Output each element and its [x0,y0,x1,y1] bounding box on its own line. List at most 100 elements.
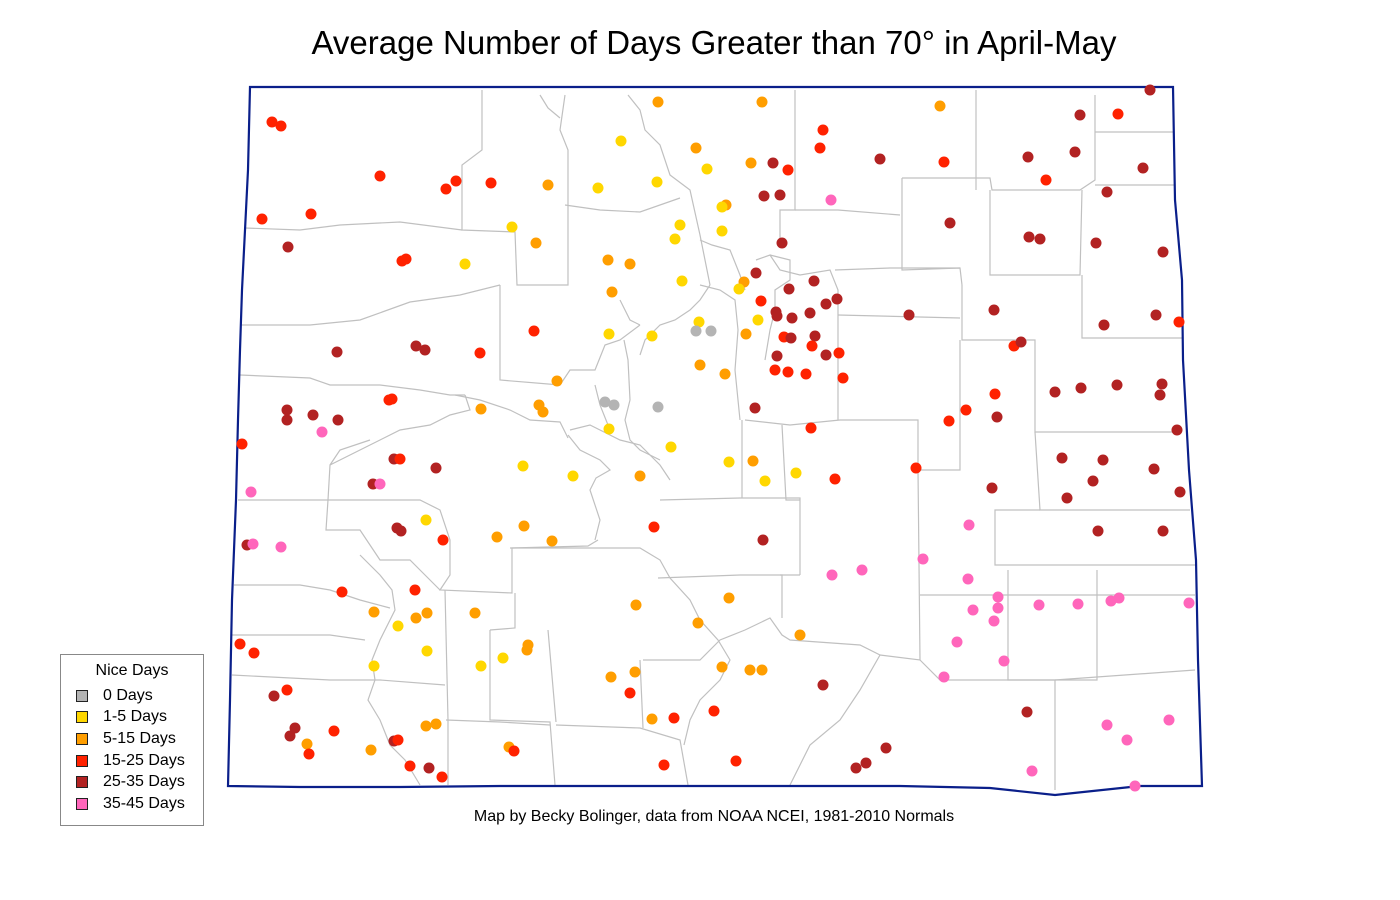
station-point [421,645,433,657]
station-point [829,473,841,485]
station-points [234,84,1195,792]
station-point [708,705,720,717]
station-point [874,153,886,165]
station-point [1157,246,1169,258]
station-point [817,679,829,691]
state-border [226,85,1204,797]
station-point [804,307,816,319]
station-point [1061,492,1073,504]
station-point [756,664,768,676]
legend-swatch-15-25-days [76,754,88,767]
station-point [934,100,946,112]
station-point [705,325,717,337]
station-point [690,325,702,337]
station-point [967,604,979,616]
station-point [723,592,735,604]
station-point [392,620,404,632]
station-point [960,404,972,416]
station-point [336,586,348,598]
station-point [400,253,412,265]
legend-item-0-days: 0 Days [61,685,203,707]
station-point [368,606,380,618]
legend-label: 5-15 Days [103,729,176,747]
station-point [491,531,503,543]
station-point [1015,336,1027,348]
station-point [248,647,260,659]
station-point [782,164,794,176]
station-point [386,393,398,405]
station-point [646,330,658,342]
station-point [419,344,431,356]
station-point [1148,463,1160,475]
station-point [771,310,783,322]
station-point [991,411,1003,423]
station-point [1090,237,1102,249]
legend-item-25-35-days: 25-35 Days [61,771,203,793]
station-point [592,182,604,194]
station-point [943,415,955,427]
station-point [430,718,442,730]
station-point [630,599,642,611]
station-point [800,368,812,380]
station-point [1072,598,1084,610]
station-point [328,725,340,737]
legend-label: 35-45 Days [103,794,185,812]
station-point [817,124,829,136]
station-point [690,142,702,154]
station-point [1098,319,1110,331]
station-point [1023,231,1035,243]
station-point [944,217,956,229]
station-point [651,176,663,188]
station-point [790,467,802,479]
legend-item-5-15-days: 5-15 Days [61,728,203,750]
station-point [281,404,293,416]
station-point [430,462,442,474]
station-point [910,462,922,474]
legend-swatch-0-days [76,689,88,702]
station-point [517,460,529,472]
station-point [506,221,518,233]
station-point [701,163,713,175]
station-point [752,314,764,326]
station-point [733,283,745,295]
station-point [1097,454,1109,466]
station-point [608,399,620,411]
station-point [747,455,759,467]
station-point [307,409,319,421]
station-point [281,414,293,426]
station-point [475,660,487,672]
station-point [776,237,788,249]
station-point [332,414,344,426]
station-point [615,135,627,147]
station-point [820,349,832,361]
station-point [1034,233,1046,245]
station-point [1173,316,1185,328]
station-point [652,401,664,413]
station-point [497,652,509,664]
station-point [624,258,636,270]
station-point [437,534,449,546]
station-point [825,194,837,206]
station-point [758,190,770,202]
station-point [420,720,432,732]
station-point [826,569,838,581]
station-point [303,748,315,760]
map-title: Average Number of Days Greater than 70° … [311,24,1117,61]
station-point [475,403,487,415]
station-point [669,233,681,245]
legend-label: 15-25 Days [103,751,185,769]
station-point [833,347,845,359]
station-point [409,584,421,596]
station-point [1101,719,1113,731]
station-point [755,295,767,307]
station-point [469,607,481,619]
legend-swatch-35-45-days [76,797,88,810]
station-point [305,208,317,220]
legend-label: 1-5 Days [103,708,168,726]
station-point [1157,525,1169,537]
station-point [282,241,294,253]
station-point [723,456,735,468]
station-point [1087,475,1099,487]
station-point [634,470,646,482]
station-point [794,629,806,641]
